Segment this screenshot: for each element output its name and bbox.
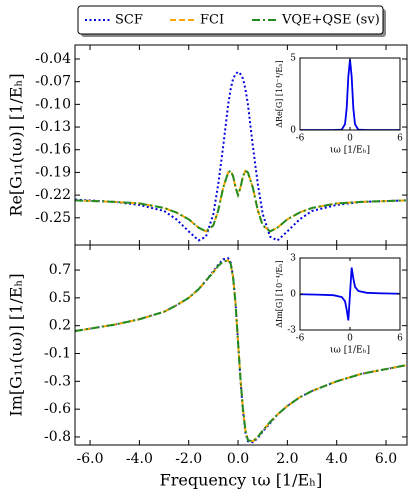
x-tick-label: -2.0	[175, 451, 202, 467]
y-tick-label: -0.04	[35, 51, 71, 67]
y-tick-label: -0.22	[35, 187, 71, 203]
x-axis-label: ιω [1/Eₕ]	[330, 146, 370, 156]
x-tick-label: -6	[296, 134, 305, 144]
y-tick-label: -0.3	[44, 373, 71, 389]
x-tick-label: 0	[347, 134, 353, 144]
legend-label: FCI	[200, 13, 224, 28]
series-group	[75, 257, 406, 444]
x-tick-label: -6.0	[77, 451, 104, 467]
y-axis-label: Re[G₁₁(ιω)] [1/Eₕ]	[7, 73, 26, 216]
y-tick-label: -0.07	[35, 74, 71, 90]
series-line	[75, 70, 406, 242]
panel: -3 0 3 -6 0 6 ΔIm[G] [10⁻⁴/Eₕ] ιω [1/Eₕ]	[275, 254, 403, 356]
x-axis-label: ιω [1/Eₕ]	[330, 346, 370, 356]
y-tick-label: -0.1	[44, 346, 71, 362]
series-line	[75, 259, 406, 443]
x-tick-label: 6	[397, 334, 403, 344]
y-axis-label: ΔRe[G] [10⁻⁴/Eₕ]	[275, 60, 284, 128]
y-tick-label: 0	[290, 126, 296, 136]
x-tick-label: 6	[397, 134, 403, 144]
y-axis-label: Im[G₁₁(ιω)] [1/Eₕ]	[7, 273, 26, 416]
x-tick-label: 2.0	[276, 451, 298, 467]
legend: SCF FCI VQE+QSE (sv)	[77, 5, 386, 37]
y-tick-label: 0	[290, 290, 296, 300]
plot-area	[300, 58, 400, 130]
y-tick-label: -0.16	[35, 142, 71, 158]
legend-label: VQE+QSE (sv)	[281, 13, 380, 28]
x-tick-label: 0	[347, 334, 353, 344]
x-tick-label: -6	[296, 334, 305, 344]
y-tick-label: -0.6	[44, 401, 71, 417]
y-tick-label: -0.10	[35, 96, 71, 112]
y-tick-label: 0.5	[49, 290, 71, 306]
y-tick-label: -3	[287, 326, 296, 336]
x-tick-label: 4.0	[326, 451, 348, 467]
x-tick-label: 0.0	[227, 451, 249, 467]
y-tick-label: -0.8	[44, 429, 71, 445]
y-tick-label: -0.25	[35, 210, 71, 226]
y-tick-label: 5	[290, 54, 296, 64]
y-tick-label: 0.7	[49, 262, 71, 278]
legend-box	[77, 5, 384, 35]
x-tick-label: 6.0	[375, 451, 397, 467]
y-tick-label: 3	[290, 254, 296, 264]
axes-frame	[74, 244, 408, 446]
x-tick-label: -4.0	[126, 451, 153, 467]
series-group	[300, 267, 400, 321]
y-tick-label: 0.2	[49, 318, 71, 334]
series-group	[75, 70, 406, 242]
legend-label: SCF	[115, 13, 143, 28]
series-line	[300, 267, 400, 321]
y-tick-label: -0.13	[35, 119, 71, 135]
series-line	[75, 169, 406, 233]
y-axis-label: ΔIm[G] [10⁻⁴/Eₕ]	[275, 260, 284, 328]
y-tick-label: -0.19	[35, 164, 71, 180]
x-axis-label: Frequency ιω [1/Eₕ]	[160, 471, 323, 490]
